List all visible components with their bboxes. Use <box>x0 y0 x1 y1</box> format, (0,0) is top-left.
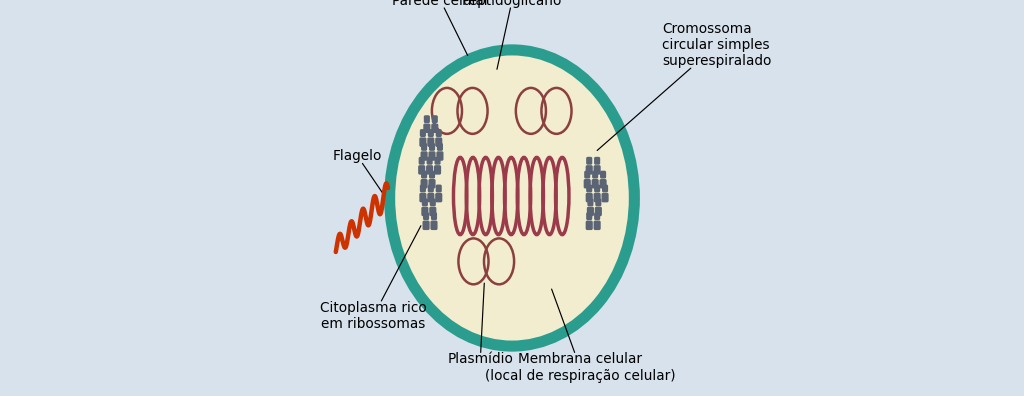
Text: Membrana celular
(local de respiração celular): Membrana celular (local de respiração ce… <box>484 289 676 383</box>
FancyBboxPatch shape <box>427 193 434 202</box>
Text: Flagelo: Flagelo <box>333 149 383 194</box>
FancyBboxPatch shape <box>592 179 599 188</box>
FancyBboxPatch shape <box>420 137 426 147</box>
FancyBboxPatch shape <box>594 185 600 192</box>
FancyBboxPatch shape <box>424 115 430 123</box>
FancyBboxPatch shape <box>421 171 427 179</box>
FancyBboxPatch shape <box>586 165 593 175</box>
FancyBboxPatch shape <box>431 124 438 133</box>
FancyBboxPatch shape <box>426 165 433 175</box>
FancyBboxPatch shape <box>434 157 440 165</box>
FancyBboxPatch shape <box>594 193 601 202</box>
FancyBboxPatch shape <box>429 143 435 151</box>
FancyBboxPatch shape <box>428 129 434 137</box>
FancyBboxPatch shape <box>428 185 434 192</box>
FancyBboxPatch shape <box>423 221 430 230</box>
FancyBboxPatch shape <box>595 198 601 206</box>
FancyBboxPatch shape <box>594 157 600 165</box>
Text: Citoplasma rico
em ribossomas: Citoplasma rico em ribossomas <box>321 226 427 331</box>
Text: Cromossoma
circular simples
superespiralado: Cromossoma circular simples superespiral… <box>597 22 772 150</box>
FancyBboxPatch shape <box>419 157 425 165</box>
FancyBboxPatch shape <box>428 151 435 161</box>
FancyBboxPatch shape <box>435 193 442 202</box>
FancyBboxPatch shape <box>436 151 443 161</box>
FancyBboxPatch shape <box>586 157 592 165</box>
FancyBboxPatch shape <box>599 179 606 188</box>
FancyBboxPatch shape <box>586 185 592 192</box>
FancyBboxPatch shape <box>586 212 592 220</box>
FancyBboxPatch shape <box>594 165 601 175</box>
FancyBboxPatch shape <box>420 185 426 192</box>
Text: Parede celular: Parede celular <box>392 0 489 55</box>
FancyBboxPatch shape <box>601 193 608 202</box>
FancyBboxPatch shape <box>421 151 428 161</box>
FancyBboxPatch shape <box>600 171 606 179</box>
FancyBboxPatch shape <box>592 171 598 179</box>
FancyBboxPatch shape <box>421 207 428 216</box>
FancyBboxPatch shape <box>418 165 425 175</box>
FancyBboxPatch shape <box>430 221 437 230</box>
FancyBboxPatch shape <box>437 143 443 151</box>
FancyBboxPatch shape <box>434 165 441 175</box>
FancyBboxPatch shape <box>427 157 433 165</box>
FancyBboxPatch shape <box>595 207 602 216</box>
FancyBboxPatch shape <box>431 212 437 220</box>
FancyBboxPatch shape <box>435 185 441 192</box>
FancyBboxPatch shape <box>420 193 426 202</box>
FancyBboxPatch shape <box>421 143 427 151</box>
FancyBboxPatch shape <box>420 129 426 137</box>
Ellipse shape <box>384 44 640 352</box>
FancyBboxPatch shape <box>430 198 436 206</box>
FancyBboxPatch shape <box>421 179 428 188</box>
FancyBboxPatch shape <box>584 171 590 179</box>
FancyBboxPatch shape <box>432 115 438 123</box>
FancyBboxPatch shape <box>594 221 601 230</box>
Text: Plasmídio: Plasmídio <box>447 283 513 366</box>
FancyBboxPatch shape <box>422 198 428 206</box>
FancyBboxPatch shape <box>586 221 593 230</box>
FancyBboxPatch shape <box>584 179 591 188</box>
FancyBboxPatch shape <box>423 212 429 220</box>
FancyBboxPatch shape <box>429 171 435 179</box>
FancyBboxPatch shape <box>435 129 441 137</box>
FancyBboxPatch shape <box>423 124 430 133</box>
FancyBboxPatch shape <box>428 179 435 188</box>
FancyBboxPatch shape <box>594 212 600 220</box>
FancyBboxPatch shape <box>586 193 593 202</box>
FancyBboxPatch shape <box>602 185 608 192</box>
FancyBboxPatch shape <box>588 198 594 206</box>
FancyBboxPatch shape <box>429 207 436 216</box>
Text: Peptidoglicano: Peptidoglicano <box>462 0 562 69</box>
FancyBboxPatch shape <box>587 207 594 216</box>
FancyBboxPatch shape <box>427 137 434 147</box>
FancyBboxPatch shape <box>435 137 442 147</box>
Ellipse shape <box>395 55 629 341</box>
